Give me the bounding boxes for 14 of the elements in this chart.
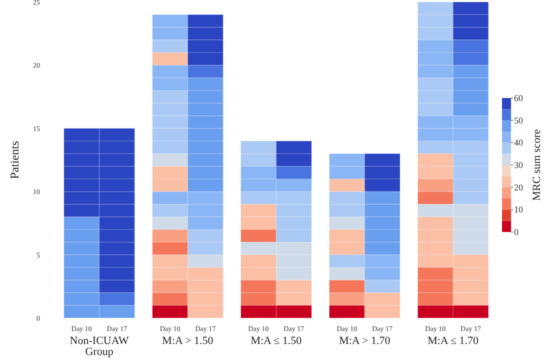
text: M:A > 1.50 — [162, 334, 214, 347]
text: M:A ≤ 1.70 — [428, 334, 480, 347]
color-bar-label: 10 — [514, 204, 524, 215]
color-bar-label: 0 — [514, 227, 519, 237]
text: M:A > 1.70 — [339, 334, 391, 347]
color-bar-label: 40 — [514, 138, 524, 148]
color-bar-label: 50 — [514, 115, 524, 126]
y-axis-title: Patients — [7, 140, 22, 179]
color-bar-title: MRC sum score — [531, 129, 543, 201]
text: M:A ≤ 1.50 — [250, 334, 302, 347]
color-bar-label: 20 — [514, 182, 524, 192]
color-bar-label: 30 — [514, 160, 524, 170]
color-bar-label: 60 — [514, 93, 524, 103]
text: Non-ICUAW Group — [70, 334, 130, 358]
